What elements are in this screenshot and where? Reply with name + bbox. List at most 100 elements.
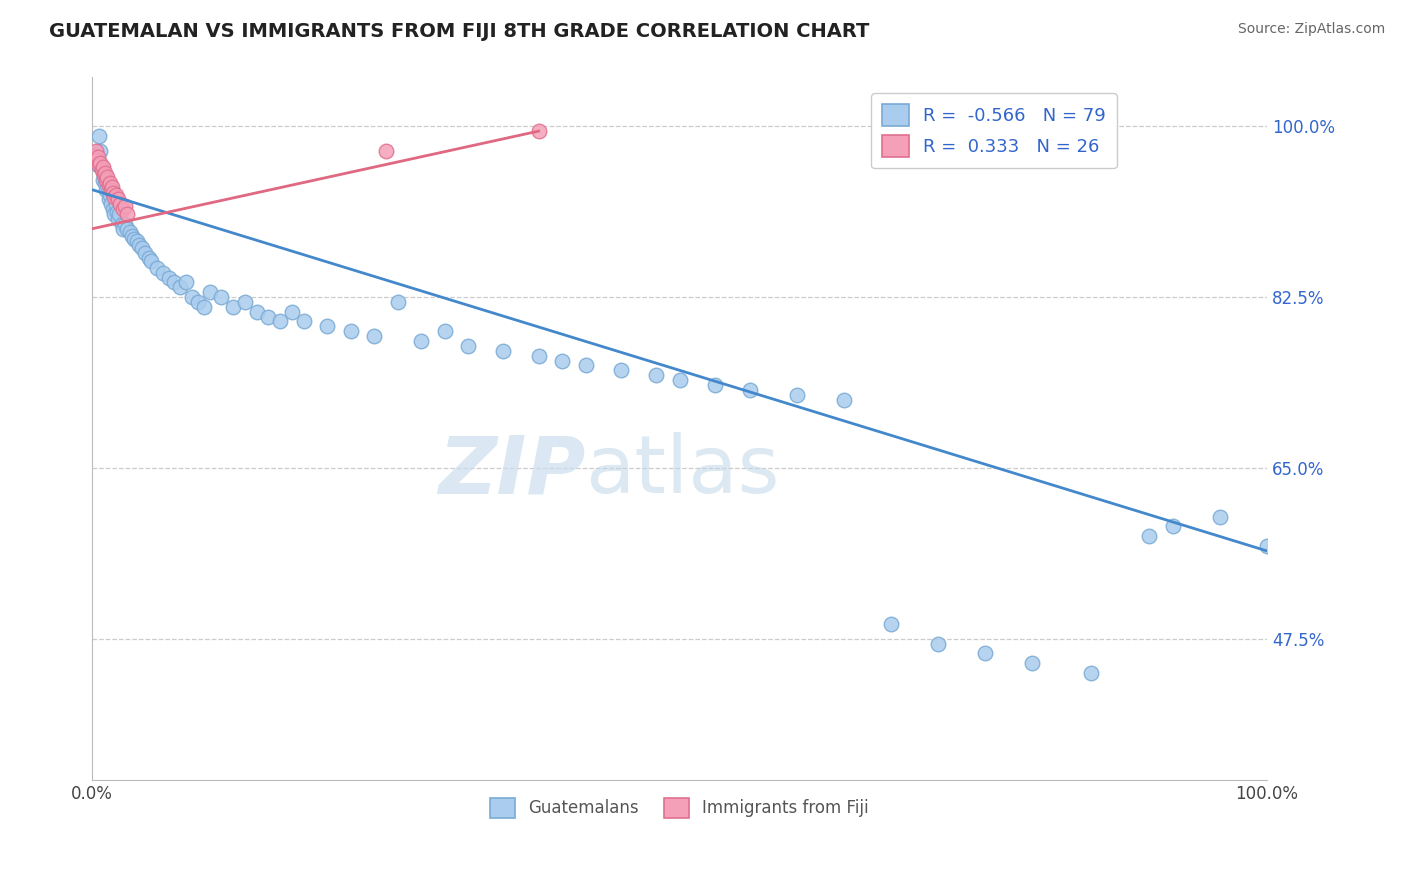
Point (257, 310, 280, 324)
Point (93, 168, 115, 182)
Point (139, 254, 162, 268)
Point (138, 251, 160, 265)
Point (1021, 656, 1043, 670)
Text: ZIP: ZIP (439, 432, 585, 510)
Point (87, 151, 110, 165)
Point (89, 144, 111, 158)
Point (134, 246, 156, 260)
Point (974, 647, 997, 661)
Point (645, 368, 668, 383)
Point (316, 319, 339, 334)
Point (103, 189, 125, 203)
Point (94, 166, 117, 180)
Point (174, 276, 197, 290)
Point (96, 169, 118, 184)
Text: GUATEMALAN VS IMMIGRANTS FROM FIJI 8TH GRADE CORRELATION CHART: GUATEMALAN VS IMMIGRANTS FROM FIJI 8TH G… (49, 22, 869, 41)
Point (101, 183, 124, 197)
Point (786, 387, 808, 401)
Point (96, 178, 118, 192)
Point (198, 285, 221, 300)
Point (738, 383, 761, 397)
Point (110, 217, 132, 231)
Point (1161, 519, 1184, 533)
Point (96, 173, 118, 187)
Point (1080, 665, 1102, 680)
Point (457, 339, 479, 353)
Point (83, 148, 105, 162)
Point (98, 187, 121, 202)
Point (104, 187, 127, 202)
Point (101, 179, 124, 194)
Legend: Guatemalans, Immigrants from Fiji: Guatemalans, Immigrants from Fiji (484, 791, 876, 825)
Point (103, 202, 125, 217)
Point (169, 280, 191, 294)
Text: Source: ZipAtlas.com: Source: ZipAtlas.com (1237, 22, 1385, 37)
Point (131, 241, 153, 255)
Point (94, 176, 117, 190)
Point (193, 300, 215, 314)
Point (104, 197, 127, 211)
Point (668, 373, 690, 387)
Point (527, 124, 550, 138)
Point (103, 207, 125, 221)
Point (98, 176, 121, 190)
Point (574, 359, 596, 373)
Point (292, 314, 315, 328)
Point (433, 324, 456, 338)
Point (222, 300, 245, 314)
Point (233, 295, 256, 310)
Point (374, 144, 396, 158)
Point (114, 217, 136, 231)
Point (89, 158, 111, 172)
Point (411, 334, 433, 348)
Point (281, 304, 304, 318)
Point (1256, 539, 1278, 553)
Point (107, 212, 129, 227)
Point (90, 160, 112, 174)
Point (527, 349, 550, 363)
Point (363, 329, 385, 343)
Point (114, 199, 136, 213)
Point (339, 324, 361, 338)
Point (121, 228, 143, 243)
Text: atlas: atlas (585, 432, 780, 510)
Point (91, 173, 114, 187)
Point (89, 156, 111, 170)
Point (97, 178, 120, 192)
Point (551, 353, 574, 368)
Point (610, 363, 633, 377)
Point (492, 343, 515, 358)
Point (269, 314, 291, 328)
Point (90, 163, 112, 178)
Point (105, 205, 128, 219)
Point (108, 207, 131, 221)
Point (246, 304, 269, 318)
Point (832, 392, 855, 407)
Point (187, 295, 209, 310)
Point (111, 221, 134, 235)
Point (157, 270, 180, 285)
Point (100, 183, 122, 197)
Point (927, 637, 949, 651)
Point (100, 197, 122, 211)
Point (89, 128, 111, 143)
Point (880, 617, 903, 632)
Point (87, 158, 110, 172)
Point (103, 186, 125, 200)
Point (93, 168, 115, 182)
Point (703, 378, 725, 392)
Point (146, 260, 169, 275)
Point (209, 290, 232, 304)
Point (117, 207, 139, 221)
Point (110, 197, 132, 211)
Point (91, 160, 114, 174)
Point (152, 266, 174, 280)
Point (124, 231, 146, 245)
Point (181, 290, 204, 304)
Point (86, 153, 108, 168)
Point (111, 202, 134, 217)
Point (125, 235, 148, 249)
Point (387, 295, 409, 310)
Point (86, 153, 108, 168)
Point (118, 225, 141, 239)
